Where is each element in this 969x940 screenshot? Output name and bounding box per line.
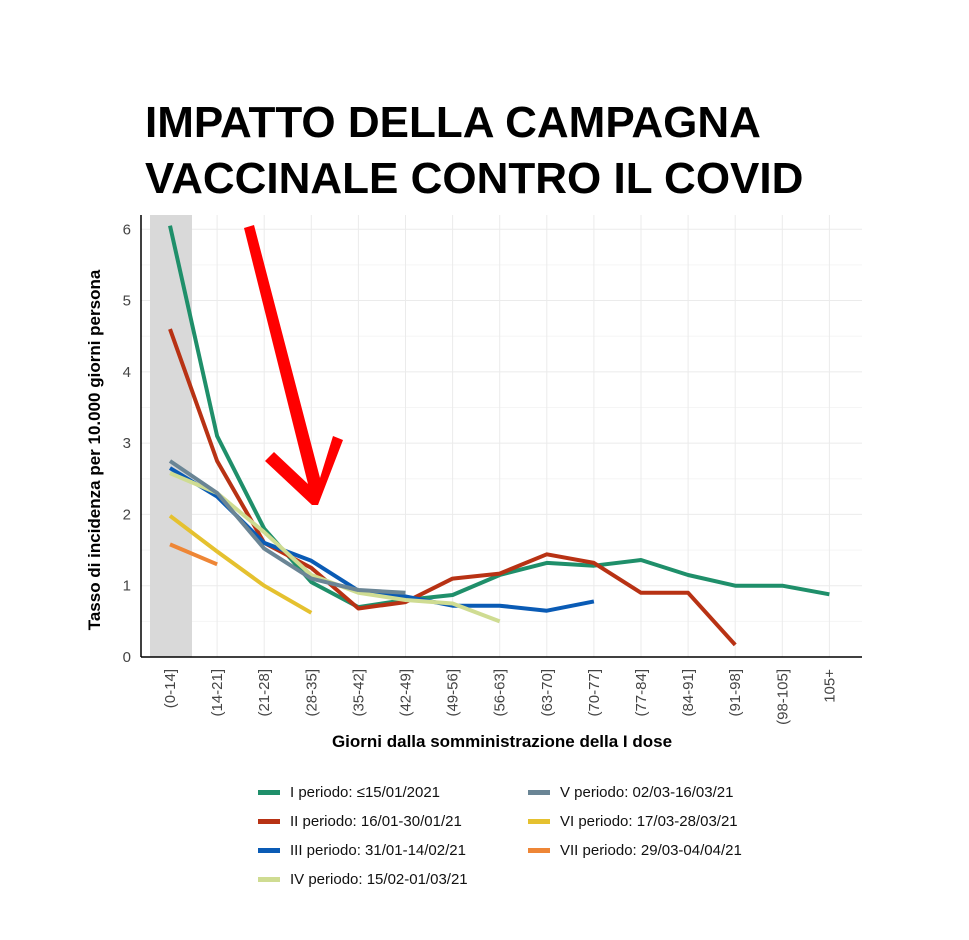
legend-column-right: V periodo: 02/03-16/03/21 VI periodo: 17/… [528,778,742,865]
legend-swatch [528,819,550,824]
legend-item-2: II periodo: 16/01-30/01/21 [258,807,468,836]
legend-swatch [528,848,550,853]
x-tick-label: (0-14] [162,669,179,708]
x-tick-label: (49-56] [445,669,462,717]
x-tick-label: (56-63] [492,669,509,717]
x-tick-label: (84-91] [680,669,697,717]
legend-item-4: IV periodo: 15/02-01/03/21 [258,865,468,894]
legend: I periodo: ≤15/01/2021 II periodo: 16/01-… [258,778,818,888]
legend-swatch [258,848,280,853]
y-tick-label: 6 [123,221,131,238]
legend-label: VII periodo: 29/03-04/04/21 [560,842,742,859]
y-ticks: 0 1 2 3 4 5 6 [123,221,131,666]
series-layer [168,225,830,647]
chart-title: IMPATTO DELLA CAMPAGNA VACCINALE CONTRO … [145,95,945,207]
x-tick-label: (14-21] [209,669,226,717]
grid [141,215,862,658]
x-tick-label: (77-84] [633,669,650,717]
x-tick-label: (91-98] [727,669,744,717]
legend-label: VI periodo: 17/03-28/03/21 [560,813,738,830]
red-arrow-icon [244,225,343,505]
legend-swatch [528,790,550,795]
legend-item-3: III periodo: 31/01-14/02/21 [258,836,468,865]
legend-column-left: I periodo: ≤15/01/2021 II periodo: 16/01-… [258,778,468,894]
x-ticks: (0-14] (14-21] (21-28] (28-35] (35-42] (42-49… [162,669,838,725]
axes [140,215,862,658]
y-tick-label: 2 [123,506,131,523]
legend-item-1: I periodo: ≤15/01/2021 [258,778,468,807]
x-axis-title: Giorni dalla somministrazione della I do… [332,732,672,751]
legend-label: II periodo: 16/01-30/01/21 [290,813,462,830]
line-chart: 0 1 2 3 4 5 6 (0-14] (14-21] (21-28] (28-35] (35-4… [85,215,862,751]
chart-title-line-2: VACCINALE CONTRO IL COVID [145,154,804,203]
y-tick-label: 4 [123,364,131,381]
x-tick-label: (70-77] [586,669,603,717]
legend-label: IV periodo: 15/02-01/03/21 [290,871,468,888]
legend-label: V periodo: 02/03-16/03/21 [560,784,734,801]
series-line-7 [169,542,218,567]
x-tick-label: (21-28] [256,669,273,717]
y-tick-label: 0 [123,649,131,666]
y-tick-label: 3 [123,435,131,452]
legend-swatch [258,819,280,824]
y-tick-label: 1 [123,578,131,595]
x-tick-label: (35-42] [350,669,367,717]
legend-swatch [258,790,280,795]
x-tick-label: (28-35] [303,669,320,717]
x-tick-label: (98-105] [774,669,791,725]
legend-swatch [258,877,280,882]
legend-label: I periodo: ≤15/01/2021 [290,784,441,801]
x-tick-label: (42-49] [398,669,415,717]
series-line-5 [168,459,406,595]
shaded-region [150,215,192,657]
x-tick-label: 105+ [821,669,838,703]
y-axis-title: Tasso di incidenza per 10.000 giorni per… [85,269,104,630]
legend-item-7: VII periodo: 29/03-04/04/21 [528,836,742,865]
legend-item-6: VI periodo: 17/03-28/03/21 [528,807,742,836]
x-tick-label: (63-70] [539,669,556,717]
series-line-6 [168,514,313,615]
chart-title-line-1: IMPATTO DELLA CAMPAGNA [145,98,761,147]
legend-label: III periodo: 31/01-14/02/21 [290,842,466,859]
y-tick-label: 5 [123,293,131,310]
legend-item-5: V periodo: 02/03-16/03/21 [528,778,742,807]
